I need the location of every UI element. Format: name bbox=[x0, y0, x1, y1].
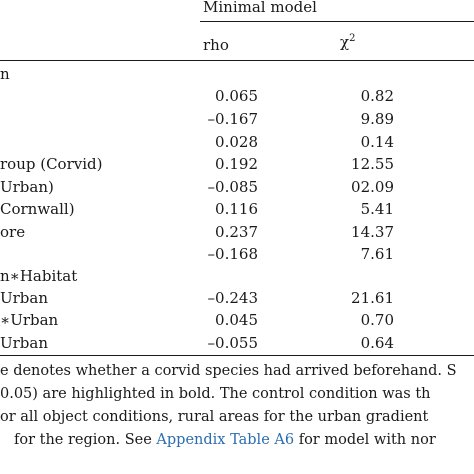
footnote-line-2: 0.05) are highlighted in bold. The contr… bbox=[0, 386, 431, 402]
rho-value: 0.045 bbox=[215, 311, 258, 329]
chi-squared-value: 0.64 bbox=[360, 334, 394, 352]
row-label: ∗Urban bbox=[0, 311, 59, 329]
rho-value: –0.168 bbox=[207, 245, 258, 263]
row-label: roup (Corvid) bbox=[0, 155, 103, 173]
chi-squared-value: 14.37 bbox=[351, 223, 394, 241]
rho-value: 0.192 bbox=[215, 155, 258, 173]
row-label: n∗Habitat bbox=[0, 267, 78, 285]
rho-value: 0.116 bbox=[215, 200, 258, 218]
footnote-line-1: e denotes whether a corvid species had a… bbox=[0, 363, 457, 379]
rho-value: –0.243 bbox=[207, 289, 258, 307]
table-bottom-rule bbox=[0, 355, 474, 356]
rho-value: 0.237 bbox=[215, 223, 258, 241]
rho-value: –0.167 bbox=[207, 110, 258, 128]
group-header-rule bbox=[200, 21, 474, 22]
chi-squared-value: 7.61 bbox=[360, 245, 394, 263]
group-header: Minimal model bbox=[203, 0, 317, 16]
appendix-table-link[interactable]: Appendix Table A6 bbox=[156, 432, 295, 448]
row-label: Urban bbox=[0, 289, 49, 307]
rho-value: 0.065 bbox=[215, 87, 258, 105]
row-label: n bbox=[0, 65, 10, 83]
rho-value: –0.055 bbox=[207, 334, 258, 352]
header-rule bbox=[0, 60, 474, 61]
rho-value: –0.085 bbox=[207, 178, 258, 196]
chi-squared-value: 0.14 bbox=[360, 133, 394, 151]
column-header-rho: rho bbox=[203, 36, 229, 54]
column-header-chi-squared: χ2 bbox=[340, 33, 356, 51]
row-label: Urban) bbox=[0, 178, 54, 196]
chi-squared-value: 0.82 bbox=[360, 87, 394, 105]
chi-squared-value: 21.61 bbox=[351, 289, 394, 307]
footnote-line-4: for the region. See Appendix Table A6 fo… bbox=[14, 432, 436, 448]
rho-value: 0.028 bbox=[215, 133, 258, 151]
chi-squared-value: 12.55 bbox=[351, 155, 394, 173]
chi-squared-value: 9.89 bbox=[360, 110, 394, 128]
chi-squared-value: 5.41 bbox=[360, 200, 394, 218]
row-label: ore bbox=[0, 223, 26, 241]
chi-squared-value: 02.09 bbox=[351, 178, 394, 196]
chi-squared-value: 0.70 bbox=[360, 311, 394, 329]
row-label: Cornwall) bbox=[0, 200, 75, 218]
row-label: Urban bbox=[0, 334, 49, 352]
footnote-line-3: or all object conditions, rural areas fo… bbox=[0, 409, 429, 425]
